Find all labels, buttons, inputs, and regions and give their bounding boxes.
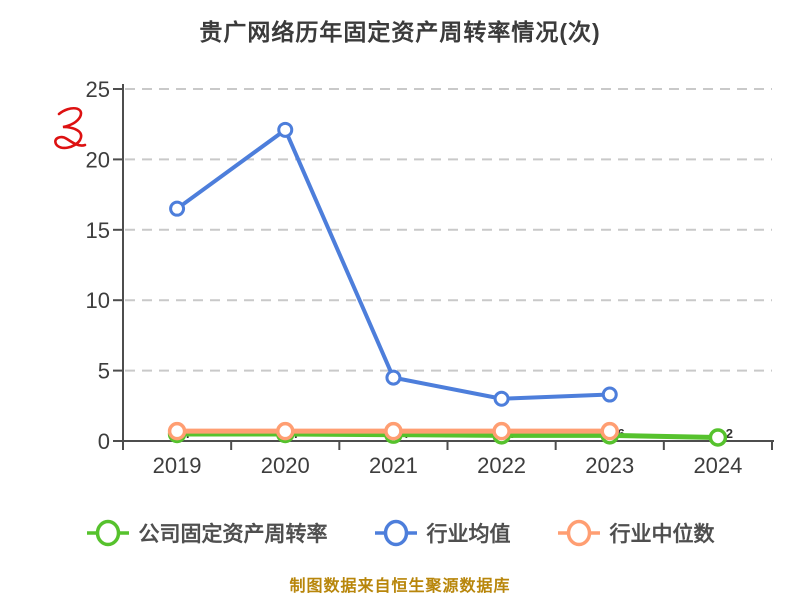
data-point-marker-industry_median	[492, 421, 511, 441]
legend-item-company: 公司固定资产周转率	[86, 518, 328, 548]
chart-title: 贵广网络历年固定资产周转率情况(次)	[199, 19, 601, 45]
x-tick-label: 2024	[693, 453, 742, 478]
data-point-marker-industry_median	[384, 421, 403, 441]
red-scribble-stamp-icon	[54, 107, 87, 150]
series-line-company	[174, 431, 721, 440]
legend-label-industry-avg: 行业均值	[426, 523, 511, 546]
x-tick-label: 2022	[477, 453, 526, 478]
data-point-marker-industry_avg	[385, 369, 402, 386]
chart-legend: 公司固定资产周转率 行业均值 行业中位数	[0, 518, 800, 548]
x-tick-label: 2021	[369, 453, 418, 478]
data-point-marker-industry_median	[600, 421, 619, 441]
industry-median-series-legend-marker-icon	[557, 519, 600, 547]
company-series-legend-marker-icon	[86, 519, 129, 547]
data-point-marker-industry_avg	[169, 200, 186, 217]
x-tick-label: 2020	[261, 453, 310, 478]
data-point-marker-company	[708, 428, 728, 447]
legend-item-industry-median: 行业中位数	[557, 518, 715, 548]
legend-item-industry-avg: 行业均值	[374, 518, 511, 548]
x-tick-label: 2023	[585, 453, 634, 478]
y-tick-label: 0	[98, 429, 110, 454]
data-source-note: 制图数据来自恒生聚源数据库	[289, 578, 511, 595]
data-point-marker-industry_median	[276, 421, 295, 441]
x-tick-label: 2019	[153, 453, 202, 478]
y-tick-label: 20	[86, 147, 110, 172]
data-point-marker-industry_avg	[493, 390, 510, 407]
y-tick-label: 15	[86, 218, 110, 243]
data-point-marker-industry_avg	[277, 121, 294, 138]
data-point-marker-industry_avg	[601, 386, 618, 403]
data-point-marker-industry_median	[167, 421, 187, 441]
y-tick-label: 25	[86, 77, 110, 102]
industry-avg-series-legend-marker-icon	[374, 519, 417, 547]
series-line-industry_avg	[175, 127, 612, 401]
legend-label-company: 公司固定资产周转率	[138, 523, 328, 546]
y-tick-label: 10	[86, 288, 110, 313]
y-tick-label: 5	[98, 359, 110, 384]
legend-label-industry-median: 行业中位数	[609, 523, 715, 546]
